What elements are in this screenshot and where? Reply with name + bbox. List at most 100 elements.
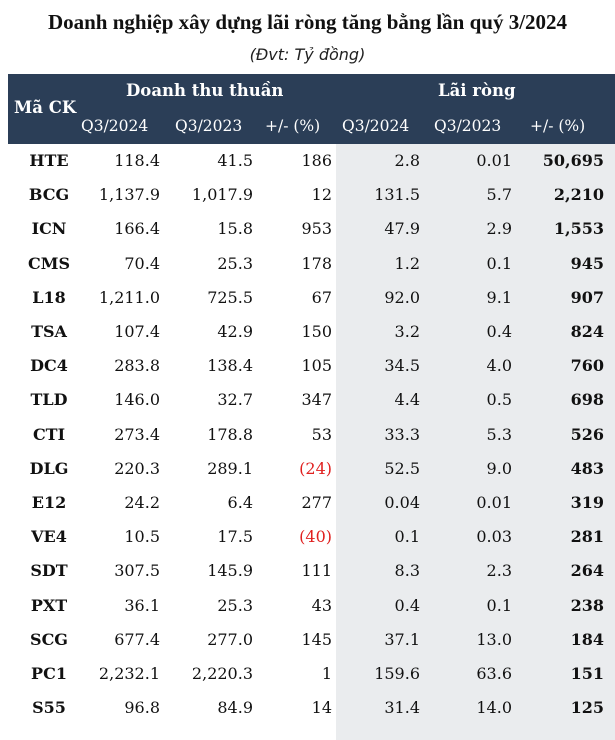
cell-prof-change: 824 [570,322,604,341]
table-row: PC1 2,232.1 2,220.3 1 159.6 63.6 151 [0,658,615,690]
header-group-profit: Lãi ròng [438,81,516,100]
cell-prof-change: 2,210 [553,185,604,205]
cell-rev-q3-2024: 677.4 [114,629,160,649]
cell-prof-q3-2023: 9.1 [486,287,512,307]
table-row: CMS 70.4 25.3 178 1.2 0.1 945 [0,248,615,280]
header-rev-change: +/- (%) [265,117,321,135]
cell-code: ICN [31,219,67,239]
cell-prof-q3-2024: 2.8 [394,151,420,170]
cell-rev-change: 53 [311,424,332,444]
header-prof-change: +/- (%) [530,117,586,135]
cell-rev-q3-2024: 70.4 [124,253,160,273]
table-row: HTE 118.4 41.5 186 2.8 0.01 50,695 [0,145,615,177]
cell-code: DC4 [30,356,68,376]
table-row: TSA 107.4 42.9 150 3.2 0.4 824 [0,316,615,348]
table-row: CTI 273.4 178.8 53 33.3 5.3 526 [0,419,615,451]
cell-rev-change: 145 [301,629,332,649]
cell-prof-change: 125 [570,698,604,718]
cell-rev-q3-2024: 166.4 [114,219,160,239]
cell-rev-q3-2023: 289.1 [207,458,253,478]
cell-prof-q3-2023: 0.01 [476,493,512,512]
cell-code: E12 [31,493,67,512]
table-row: L18 1,211.0 725.5 67 92.0 9.1 907 [0,282,615,314]
cell-prof-change: 184 [570,629,604,649]
cell-prof-q3-2023: 2.3 [486,561,512,581]
cell-rev-q3-2023: 145.9 [207,561,253,581]
cell-rev-change: (40) [299,527,332,547]
table-row: PXT 36.1 25.3 43 0.4 0.1 238 [0,590,615,622]
cell-code: BCG [28,185,70,205]
cell-rev-q3-2024: 283.8 [114,356,160,376]
cell-rev-q3-2023: 42.9 [217,322,253,341]
cell-rev-q3-2024: 107.4 [114,322,160,341]
profit-column-shading [336,144,615,740]
cell-prof-q3-2024: 159.6 [374,664,420,683]
cell-prof-q3-2024: 37.1 [384,629,420,649]
cell-code: L18 [32,287,66,307]
cell-prof-change: 760 [570,356,604,376]
cell-rev-change: 43 [311,595,332,615]
cell-prof-change: 907 [570,287,604,307]
cell-prof-q3-2023: 13.0 [476,629,512,649]
cell-prof-q3-2024: 131.5 [374,185,420,205]
cell-prof-change: 1,553 [553,219,604,239]
cell-code: VE4 [31,527,67,547]
cell-rev-q3-2024: 1,137.9 [98,185,160,205]
cell-rev-q3-2024: 36.1 [124,595,160,615]
cell-rev-change: 1 [321,664,332,683]
cell-rev-q3-2023: 32.7 [217,390,253,410]
cell-prof-change: 151 [570,664,604,683]
cell-prof-q3-2023: 5.3 [486,424,512,444]
cell-prof-q3-2023: 2.9 [486,219,512,239]
cell-rev-q3-2024: 273.4 [114,424,160,444]
cell-prof-change: 281 [570,527,604,547]
cell-prof-q3-2023: 0.1 [486,253,512,273]
cell-code: S55 [32,698,66,718]
cell-rev-q3-2024: 146.0 [114,390,160,410]
cell-prof-change: 483 [570,458,604,478]
cell-prof-change: 264 [570,561,604,581]
cell-prof-change: 698 [570,390,604,410]
table-row: DLG 220.3 289.1 (24) 52.5 9.0 483 [0,453,615,485]
header-prof-q3-2023: Q3/2023 [434,117,502,135]
cell-prof-q3-2024: 8.3 [394,561,420,581]
cell-rev-q3-2023: 84.9 [217,698,253,718]
cell-prof-q3-2023: 0.4 [486,322,512,341]
cell-rev-q3-2023: 25.3 [217,253,253,273]
cell-prof-q3-2024: 34.5 [384,356,420,376]
cell-rev-q3-2024: 220.3 [114,458,160,478]
cell-rev-change: 67 [311,287,332,307]
cell-prof-q3-2023: 0.03 [476,527,512,547]
cell-code: SDT [30,561,68,581]
cell-rev-q3-2023: 17.5 [217,527,253,547]
header-rev-q3-2023: Q3/2023 [175,117,243,135]
cell-prof-q3-2023: 63.6 [476,664,512,683]
cell-prof-q3-2023: 0.01 [476,151,512,170]
cell-rev-q3-2024: 118.4 [114,151,160,170]
cell-prof-q3-2024: 47.9 [384,219,420,239]
cell-prof-change: 945 [570,253,604,273]
cell-code: PXT [30,595,68,615]
cell-rev-change: (24) [299,458,332,478]
cell-rev-q3-2023: 178.8 [207,424,253,444]
table-row: DC4 283.8 138.4 105 34.5 4.0 760 [0,350,615,382]
cell-prof-q3-2023: 0.5 [486,390,512,410]
cell-code: SCG [30,629,68,649]
cell-rev-q3-2024: 2,232.1 [98,664,160,683]
cell-rev-change: 186 [301,151,332,170]
table-row: ICN 166.4 15.8 953 47.9 2.9 1,553 [0,213,615,245]
cell-rev-change: 178 [301,253,332,273]
cell-rev-q3-2024: 1,211.0 [98,287,160,307]
cell-code: TSA [31,322,67,341]
cell-rev-q3-2024: 96.8 [124,698,160,718]
table-row: BCG 1,137.9 1,017.9 12 131.5 5.7 2,210 [0,179,615,211]
cell-rev-q3-2023: 725.5 [207,287,253,307]
header-prof-q3-2024: Q3/2024 [342,117,410,135]
cell-prof-change: 319 [570,493,604,512]
cell-code: HTE [29,151,69,170]
cell-rev-q3-2023: 138.4 [207,356,253,376]
cell-prof-q3-2023: 14.0 [476,698,512,718]
unit-note: (Đvt: Tỷ đồng) [249,45,366,64]
table-title: Doanh nghiệp xây dựng lãi ròng tăng bằng… [47,10,568,34]
cell-prof-q3-2023: 9.0 [486,458,512,478]
